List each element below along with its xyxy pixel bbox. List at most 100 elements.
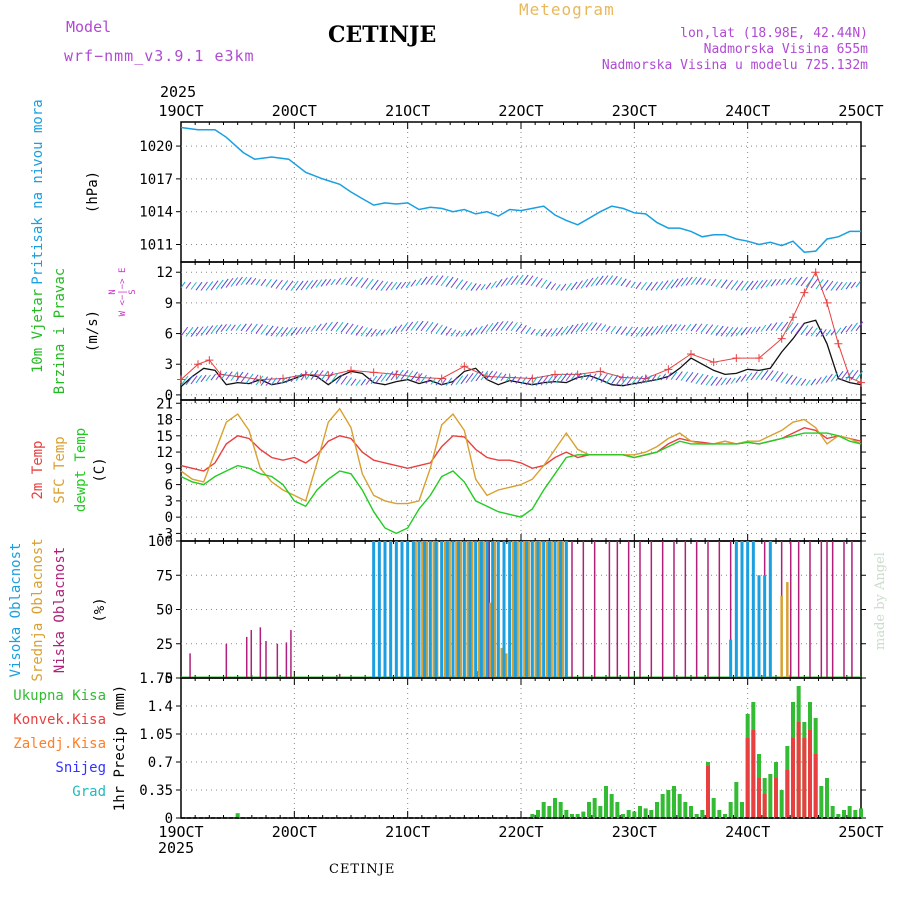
wind-barb bbox=[265, 325, 274, 336]
cloud-low-bar bbox=[265, 641, 267, 678]
cloud-low-bar bbox=[707, 541, 709, 678]
wind-barb bbox=[245, 373, 254, 384]
y-tick-label-cloud: 50 bbox=[156, 603, 173, 619]
x-tick-label-bottom: 25OCT bbox=[838, 823, 883, 841]
wind-barb bbox=[795, 323, 804, 335]
wind-barb bbox=[190, 281, 197, 290]
wind-barb bbox=[595, 373, 603, 382]
wind-barb bbox=[435, 378, 442, 386]
precip-conv-bar bbox=[785, 770, 790, 818]
wind-barb bbox=[445, 276, 454, 287]
wind-barb bbox=[500, 277, 508, 287]
cloud-low-bar bbox=[820, 541, 823, 678]
wind-barb bbox=[295, 327, 302, 335]
cloud-high-bar bbox=[445, 541, 449, 678]
wind-barb bbox=[230, 371, 239, 381]
wind-barb bbox=[690, 372, 699, 383]
wind-barb bbox=[580, 373, 586, 380]
wind-barb bbox=[305, 280, 314, 290]
cloud-low-bar bbox=[729, 541, 732, 678]
wind-barb bbox=[250, 374, 259, 385]
y-tick-label-cloud: 100 bbox=[148, 534, 173, 550]
wind-barb bbox=[780, 278, 786, 286]
wind-barb bbox=[785, 322, 794, 333]
y-tick-label-temperature: 12 bbox=[156, 445, 173, 461]
wind-barb bbox=[850, 322, 858, 332]
wind-barb bbox=[205, 281, 214, 291]
wind-barb bbox=[190, 326, 199, 337]
wind-barb bbox=[570, 281, 578, 291]
wind-barb bbox=[800, 378, 807, 386]
wind-barb bbox=[735, 375, 742, 383]
wind-barb bbox=[555, 373, 564, 383]
wind-barb bbox=[605, 325, 611, 333]
precip-total-bar bbox=[711, 798, 716, 818]
y-tick-label-wind: 9 bbox=[165, 296, 173, 312]
wind-barb bbox=[845, 323, 853, 333]
wind-barb bbox=[335, 277, 342, 285]
precip-total-bar bbox=[541, 802, 546, 818]
precip-conv-bar bbox=[745, 738, 750, 818]
ylabel-temp-unit: (C) bbox=[92, 457, 108, 482]
y-tick-label-wind: 6 bbox=[165, 327, 173, 343]
wind-barb bbox=[345, 377, 353, 386]
wind-barb bbox=[215, 324, 223, 333]
wind-barb bbox=[590, 322, 598, 331]
legend-total-rain: Ukupna Kisa bbox=[13, 688, 106, 704]
wind-barb bbox=[365, 328, 373, 337]
wind-barb bbox=[710, 376, 718, 386]
wind-barb bbox=[725, 326, 734, 337]
cloud-mid-bar bbox=[516, 541, 519, 678]
precip-total-bar bbox=[683, 802, 688, 818]
cloud-mid-bar bbox=[523, 541, 526, 678]
wind-barb bbox=[380, 281, 389, 291]
cloud-mid-bar bbox=[455, 541, 458, 678]
cloud-low-bar bbox=[189, 653, 191, 678]
wind-barb bbox=[205, 374, 211, 382]
wind-barb bbox=[755, 370, 764, 380]
cloud-high-bar bbox=[525, 541, 529, 678]
lonlat-label: lon,lat (18.98E, 42.44N) bbox=[680, 26, 868, 41]
station-title: CETINJE bbox=[328, 22, 437, 48]
wind-barb bbox=[460, 374, 469, 385]
wind-barb bbox=[780, 373, 789, 383]
precip-total-bar bbox=[825, 778, 829, 818]
wind-barb bbox=[740, 374, 747, 382]
wind-barb bbox=[395, 324, 403, 333]
wind-barb bbox=[470, 327, 478, 336]
precip-total-bar bbox=[638, 806, 642, 818]
wind-barb bbox=[280, 280, 289, 290]
y-tick-label-precip: 1.75 bbox=[139, 671, 173, 687]
wind-barb bbox=[240, 276, 248, 286]
wind-barb bbox=[595, 323, 602, 331]
wind-barb bbox=[360, 378, 367, 386]
cloud-high-bar bbox=[542, 541, 546, 678]
wind-barb bbox=[845, 281, 852, 290]
wind-barb bbox=[430, 323, 439, 333]
wind-barb bbox=[510, 322, 518, 332]
wind-barb bbox=[575, 280, 583, 290]
cloud-low-bar bbox=[826, 541, 828, 678]
wind-barb bbox=[555, 284, 561, 291]
wind-barb bbox=[855, 280, 861, 288]
wind-barb bbox=[220, 278, 229, 289]
wind-barb bbox=[360, 327, 368, 337]
wind-barb bbox=[350, 324, 359, 335]
wind-barb bbox=[190, 375, 198, 385]
cloud-high-bar bbox=[474, 541, 478, 678]
wind-barb bbox=[810, 378, 817, 386]
wind-gust-marker bbox=[789, 313, 797, 322]
wind-barb bbox=[355, 379, 361, 386]
wind-barb bbox=[635, 281, 642, 290]
wind-barb bbox=[630, 375, 639, 386]
wind-barb bbox=[210, 373, 216, 381]
y-tick-label-temperature: 15 bbox=[156, 429, 173, 445]
wind-barb bbox=[635, 326, 644, 337]
wind-barb bbox=[235, 371, 244, 382]
cloud-mid-bar bbox=[471, 541, 474, 678]
wind-barb bbox=[310, 279, 318, 289]
wind-barb bbox=[790, 376, 798, 385]
wind-barb bbox=[195, 281, 203, 291]
ylabel-temp-dewpt: dewpt Temp bbox=[73, 428, 89, 512]
precip-total-bar bbox=[836, 814, 841, 818]
